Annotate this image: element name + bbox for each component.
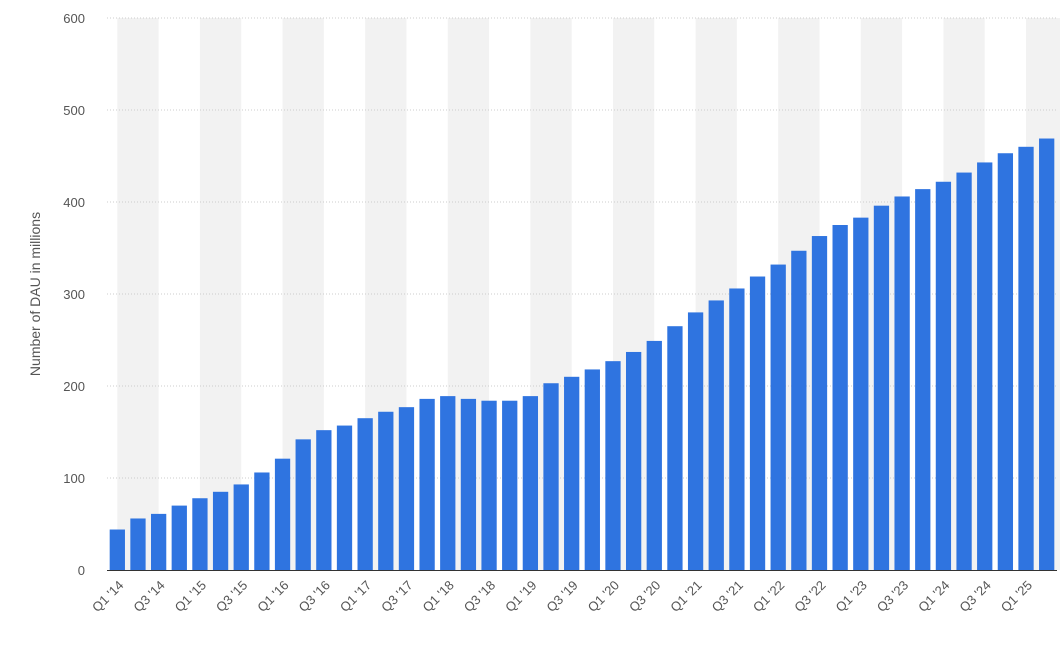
y-tick-label: 300 [63,287,85,302]
bar [460,398,477,570]
x-tick-label: Q1 '19 [502,578,539,615]
bar [502,400,518,570]
x-tick-label: Q3 '24 [956,578,993,615]
x-tick-label: Q3 '16 [296,578,333,615]
bar [853,217,869,570]
bar [915,189,931,570]
bar [935,181,952,570]
x-tick-label: Q1 '21 [667,578,704,615]
bar [749,276,766,570]
x-tick-label: Q1 '24 [915,578,952,615]
bar [254,472,270,570]
bar [336,425,353,570]
bar [1039,138,1055,570]
bar [584,369,600,570]
bar [625,351,642,570]
x-tick-label: Q3 '15 [213,578,250,615]
bars [109,138,1055,571]
x-tick-label: Q1 '25 [998,578,1035,615]
x-tick-label: Q3 '22 [791,578,828,615]
bar [956,172,972,570]
x-tick-label: Q3 '17 [378,578,415,615]
bar [770,264,786,570]
bar [192,498,208,570]
x-tick-label: Q3 '18 [461,578,498,615]
x-tick-label: Q1 '16 [254,578,291,615]
bar [440,396,456,570]
x-tick-label: Q3 '23 [874,578,911,615]
bar [729,288,745,570]
bar [687,312,704,570]
bar [605,361,621,570]
bar [791,250,807,570]
x-tick-label: Q3 '14 [130,578,167,615]
bar [997,153,1014,571]
y-axis-label: Number of DAU in millions [27,212,43,376]
bar [150,513,167,570]
bar [708,300,724,570]
bar [274,458,291,570]
x-tick-label: Q1 '18 [419,578,456,615]
x-tick-label: Q1 '17 [337,578,374,615]
x-tick-label: Q3 '19 [543,578,580,615]
bar [419,398,435,570]
bar [646,340,662,570]
y-tick-label: 400 [63,195,85,210]
bar [543,383,559,570]
bar [832,225,848,570]
y-tick-label: 500 [63,103,85,118]
bar [357,418,373,570]
bar [481,400,497,570]
bar [522,396,539,570]
y-tick-label: 200 [63,379,85,394]
x-tick-label: Q3 '20 [626,578,663,615]
bar [1018,146,1034,571]
bar [378,411,394,570]
bar [212,491,229,570]
y-axis-ticks: 0 100 200 300 400 500 600 [63,11,85,578]
x-tick-label: Q1 '14 [89,578,126,615]
y-tick-label: 100 [63,471,85,486]
x-tick-label: Q3 '21 [709,578,746,615]
bar [316,430,332,570]
bar [171,505,187,570]
bar [295,439,311,570]
bar [977,162,993,570]
bar [564,376,580,570]
x-tick-label: Q1 '22 [750,578,787,615]
y-tick-label: 600 [63,11,85,26]
x-tick-label: Q1 '15 [172,578,209,615]
bar [873,205,890,570]
bar [667,326,683,570]
bar [894,196,910,571]
bar [233,484,249,570]
bar [130,518,146,570]
bar [398,407,415,570]
bar [109,529,125,570]
x-axis-ticks: Q1 '14 Q3 '14 Q1 '15 Q3 '15 Q1 '16 Q3 '16 Q1 '… [89,578,1035,615]
bar [811,236,828,571]
x-tick-label: Q1 '23 [833,578,870,615]
x-tick-label: Q1 '20 [585,578,622,615]
gridlines [107,17,1057,479]
y-tick-label: 0 [78,563,85,578]
